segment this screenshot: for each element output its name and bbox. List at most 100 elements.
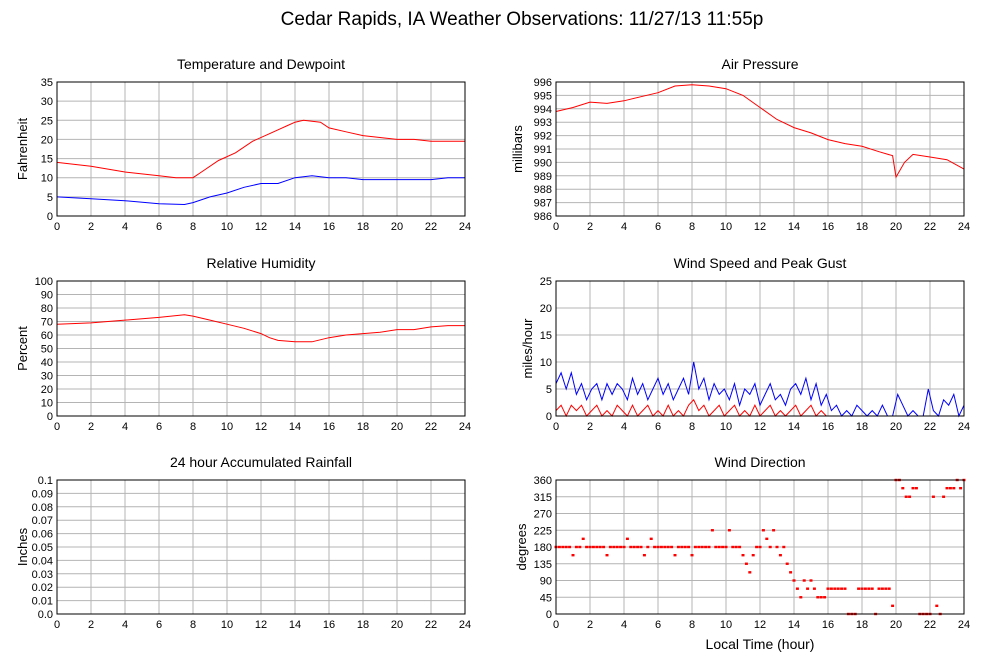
dir-point: [863, 587, 867, 590]
dir-point: [935, 604, 939, 608]
dir-point: [911, 486, 915, 490]
dir-ytick-label: 0: [546, 609, 552, 621]
temp-xtick-label: 2: [88, 221, 94, 233]
rh-ytick-label: 20: [41, 384, 53, 396]
wind-xtick-label: 12: [754, 421, 766, 433]
dir-point: [931, 495, 935, 498]
dir-point: [802, 579, 806, 582]
dir-point: [809, 579, 813, 582]
dir-point: [812, 587, 816, 590]
rain-xtick-label: 22: [425, 619, 437, 631]
dir-xtick-label: 22: [924, 619, 936, 631]
wind-xtick-label: 14: [788, 421, 800, 433]
temp-xtick-label: 18: [357, 221, 369, 233]
rh-ytick-label: 30: [41, 371, 53, 383]
dir-point: [789, 571, 793, 574]
wind-series-0: [555, 361, 965, 418]
dir-xtick-label: 8: [689, 619, 695, 631]
dir-point: [649, 537, 653, 541]
rain-xtick-label: 8: [190, 619, 196, 631]
dir-xtick-label: 20: [890, 619, 902, 631]
rh-xtick-label: 20: [391, 421, 403, 433]
temp-xtick-label: 24: [459, 221, 471, 233]
rain-title: 24 hour Accumulated Rainfall: [170, 454, 352, 470]
dir-point: [622, 545, 626, 549]
press-xtick-label: 24: [958, 221, 970, 233]
dir-point: [591, 545, 595, 549]
rain-plot-frame: [56, 479, 466, 615]
dir-plot-frame: [555, 479, 965, 615]
dir-point: [710, 529, 714, 532]
press-xtick-label: 4: [621, 221, 627, 233]
dir-ytick-label: 45: [540, 592, 552, 604]
rain-ytick-label: 0.09: [32, 488, 53, 500]
dir-point: [880, 587, 884, 590]
dir-ytick-label: 315: [534, 492, 552, 504]
press-ytick-label: 986: [534, 211, 552, 223]
dir-point: [605, 553, 609, 557]
wind-ytick-label: 15: [540, 330, 552, 342]
dir-point: [782, 545, 786, 549]
press-ylabel: millibars: [510, 125, 525, 173]
rain-xtick-label: 18: [357, 619, 369, 631]
rain-ytick-label: 0.02: [32, 582, 53, 594]
dir-point: [690, 553, 694, 557]
rain-xtick-label: 12: [255, 619, 267, 631]
press-ytick-label: 995: [534, 90, 552, 102]
rain-ytick-label: 0.03: [32, 569, 53, 581]
temp-ytick-label: 5: [47, 192, 53, 204]
dir-point: [642, 553, 646, 557]
dir-point: [829, 587, 833, 590]
press-xtick-label: 18: [856, 221, 868, 233]
dir-point: [578, 545, 582, 549]
temp-title: Temperature and Dewpoint: [177, 56, 345, 72]
dir-point: [884, 587, 888, 590]
temp-xtick-label: 6: [156, 221, 162, 233]
dir-point: [625, 537, 629, 541]
dir-point: [639, 545, 643, 549]
dir-point: [772, 529, 776, 532]
rh-panel: 0 2 4 6 8 10 12 14 16 18 20 22 240102030405060708090…: [15, 255, 471, 433]
rain-xtick-label: 10: [221, 619, 233, 631]
dir-point: [704, 545, 708, 549]
dir-xtick-label: 6: [655, 619, 661, 631]
dir-ytick-label: 360: [534, 475, 552, 487]
dir-point: [840, 587, 844, 590]
dir-xtick-label: 2: [587, 619, 593, 631]
rh-xtick-label: 22: [425, 421, 437, 433]
dir-point: [574, 545, 578, 549]
dir-ytick-label: 270: [534, 509, 552, 521]
dir-point: [676, 545, 680, 549]
rain-ytick-label: 0.06: [32, 529, 53, 541]
dir-point: [751, 553, 755, 557]
dir-point: [952, 486, 956, 490]
temp-ylabel: Fahrenheit: [15, 118, 30, 181]
rh-ytick-label: 80: [41, 303, 53, 315]
dir-point: [860, 587, 864, 590]
dir-point: [659, 545, 663, 549]
press-ytick-label: 996: [534, 77, 552, 89]
rh-xtick-label: 18: [357, 421, 369, 433]
rh-ytick-label: 50: [41, 344, 53, 356]
press-ytick-label: 994: [534, 104, 552, 116]
temp-ytick-label: 25: [41, 115, 53, 127]
dir-point: [700, 545, 704, 549]
dir-point: [914, 486, 918, 490]
rain-ytick-label: 0.1: [38, 475, 53, 487]
rain-ytick-label: 0.07: [32, 515, 53, 527]
wind-ytick-label: 0: [546, 411, 552, 423]
dir-point: [646, 545, 650, 549]
dir-point: [581, 537, 585, 541]
wind-ytick-label: 25: [540, 276, 552, 288]
rh-xtick-label: 8: [190, 421, 196, 433]
rain-xtick-label: 24: [459, 619, 471, 631]
dir-point: [799, 596, 803, 599]
dir-point: [765, 537, 769, 541]
dir-point: [843, 587, 847, 590]
wind-xtick-label: 10: [720, 421, 732, 433]
dir-point: [738, 545, 742, 549]
dir-xtick-label: 24: [958, 619, 970, 631]
dir-point: [758, 545, 762, 549]
dir-xtick-label: 4: [621, 619, 627, 631]
rh-xtick-label: 24: [459, 421, 471, 433]
